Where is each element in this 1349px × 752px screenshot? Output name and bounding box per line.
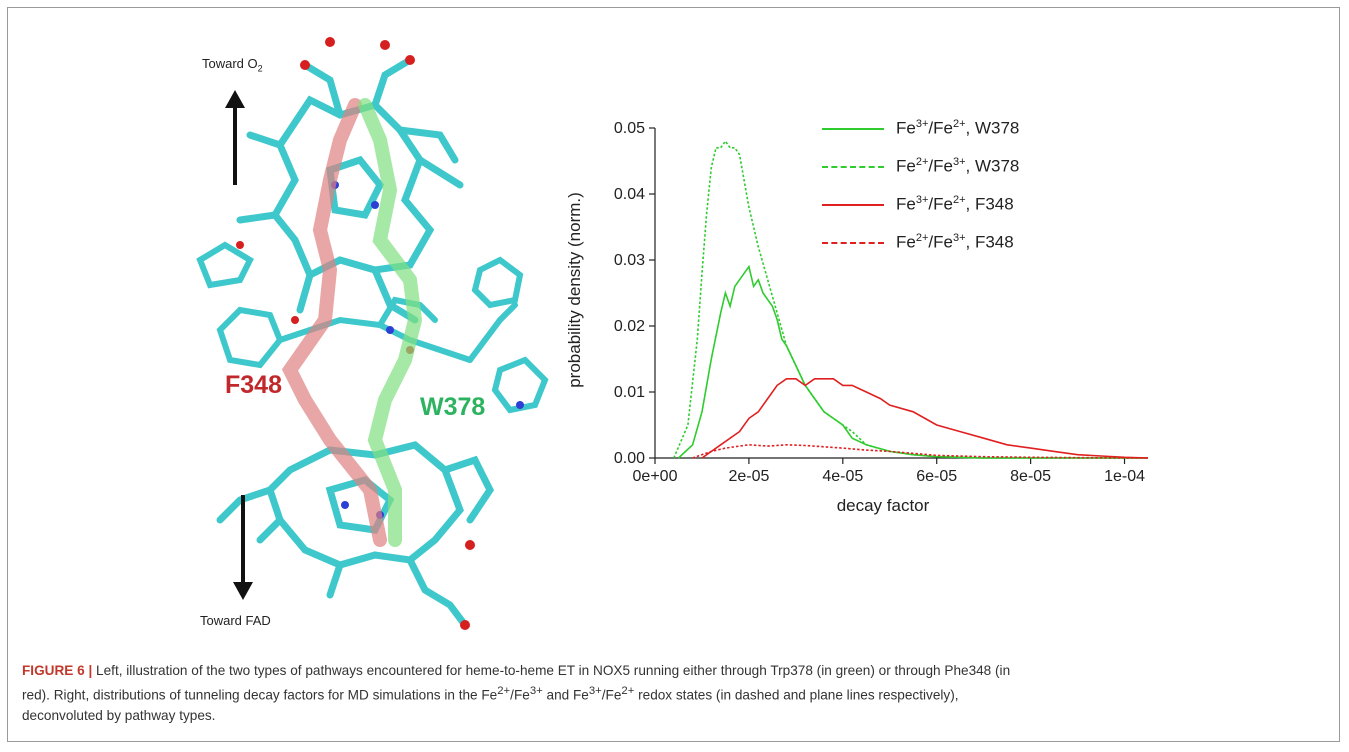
legend-text-0-1: 3+ [915, 118, 929, 130]
legend-text-3-1: 2+ [915, 232, 929, 244]
legend-entry-2: Fe3+/Fe2+, F348 [822, 194, 1014, 215]
legend-text-3-4: , F348 [965, 232, 1014, 252]
caption-text-2e: redox states (in dashed and plane lines … [634, 687, 959, 703]
f348-label: F348 [225, 371, 282, 399]
y-tick-label: 0.00 [614, 450, 645, 467]
legend-entry-1: Fe2+/Fe3+, W378 [822, 156, 1019, 177]
figure-caption: FIGURE 6 | Left, illustration of the two… [22, 661, 1322, 726]
caption-text-2d: /Fe [601, 687, 622, 703]
caption-line-1: FIGURE 6 | Left, illustration of the two… [22, 661, 1322, 681]
figure-frame [7, 7, 1340, 742]
x-tick-label: 6e-05 [916, 468, 957, 485]
caption-line-2: red). Right, distributions of tunneling … [22, 681, 1322, 706]
legend-text-2-1: 3+ [915, 194, 929, 206]
x-axis-label: decay factor [837, 496, 930, 515]
f348-pathway [281, 98, 387, 547]
x-tick-label: 8e-05 [1010, 468, 1051, 485]
molecule-render [196, 37, 549, 630]
toward-fad-label: Toward FAD [200, 613, 271, 628]
caption-text-1: Left, illustration of the two types of p… [92, 663, 1011, 678]
chart-axes: 0.00 0.01 0.02 0.03 0.04 0.05 0e+00 2e-05 4e-05 6… [614, 120, 1148, 485]
molecular-illustration: Toward O2 Toward FAD F348 W378 [180, 20, 560, 640]
legend-text-1-4: , W378 [965, 156, 1020, 176]
legend-entry-3: Fe2+/Fe3+, F348 [822, 232, 1014, 253]
legend-text-1-3: 3+ [952, 156, 966, 168]
series-line-1 [673, 139, 1148, 459]
x-tick-label: 0e+00 [633, 468, 678, 485]
middle-residues [196, 241, 549, 414]
legend-entry-0: Fe3+/Fe2+, W378 [822, 118, 1019, 139]
y-tick-label: 0.05 [614, 120, 645, 137]
w378-pathway [358, 98, 423, 547]
y-tick-label: 0.01 [614, 384, 645, 401]
y-tick-label: 0.03 [614, 252, 645, 269]
legend-text-1-1: 2+ [915, 156, 929, 168]
caption-sup-4: 2+ [621, 685, 635, 697]
caption-sup-3: 3+ [588, 685, 602, 697]
legend-text-0-4: , W378 [965, 118, 1020, 138]
legend-text-2-0: Fe [896, 194, 916, 214]
legend-text-1-2: /Fe [928, 156, 953, 176]
series-line-3 [692, 443, 1148, 459]
caption-text-2c: and Fe [542, 687, 589, 703]
legend-swatch-1 [822, 166, 884, 169]
legend-swatch-0 [822, 128, 884, 131]
figure-label: FIGURE 6 | [22, 663, 93, 678]
legend-text-2-4: , F348 [965, 194, 1014, 214]
caption-text-2a: red). Right, distributions of tunneling … [22, 687, 498, 703]
caption-sup-2: 3+ [529, 685, 543, 697]
o2-subscript: 2 [257, 63, 263, 74]
chart-series-layer [673, 139, 1149, 459]
series-line-0 [677, 264, 1148, 459]
x-tick-label: 2e-05 [728, 468, 769, 485]
legend-swatch-2 [822, 204, 884, 207]
legend-text-3-2: /Fe [928, 232, 953, 252]
legend-text-2-2: /Fe [928, 194, 953, 214]
x-tick-label: 1e-04 [1104, 468, 1145, 485]
caption-line-3: deconvoluted by pathway types. [22, 707, 216, 723]
legend-text-3-3: 3+ [952, 232, 966, 244]
toward-o2-text: Toward O [202, 56, 258, 71]
legend-text-0-2: /Fe [928, 118, 953, 138]
y-tick-label: 0.04 [614, 186, 645, 203]
legend-text-1-0: Fe [896, 156, 916, 176]
w378-label: W378 [420, 393, 486, 421]
toward-o2-label: Toward O2 [202, 56, 263, 74]
series-line-2 [701, 378, 1149, 459]
x-tick-label: 4e-05 [822, 468, 863, 485]
legend-swatch-3 [822, 242, 884, 245]
y-axis-label: probability density (norm.) [565, 192, 584, 388]
decay-factor-chart: 0.00 0.01 0.02 0.03 0.04 0.05 0e+00 2e-05 4e-05 6… [560, 100, 1200, 540]
legend-text-3-0: Fe [896, 232, 916, 252]
chart-svg: 0.00 0.01 0.02 0.03 0.04 0.05 0e+00 2e-05 4e-05 6… [565, 120, 1149, 515]
legend-text-2-3: 2+ [952, 194, 966, 206]
y-tick-label: 0.02 [614, 318, 645, 335]
legend-text-0-3: 2+ [952, 118, 966, 130]
caption-sup-1: 2+ [497, 685, 511, 697]
toward-o2-arrow [225, 90, 245, 185]
toward-fad-arrow [233, 495, 253, 600]
legend-text-0-0: Fe [896, 118, 916, 138]
upper-heme [236, 56, 464, 324]
caption-text-2b: /Fe [510, 687, 530, 703]
